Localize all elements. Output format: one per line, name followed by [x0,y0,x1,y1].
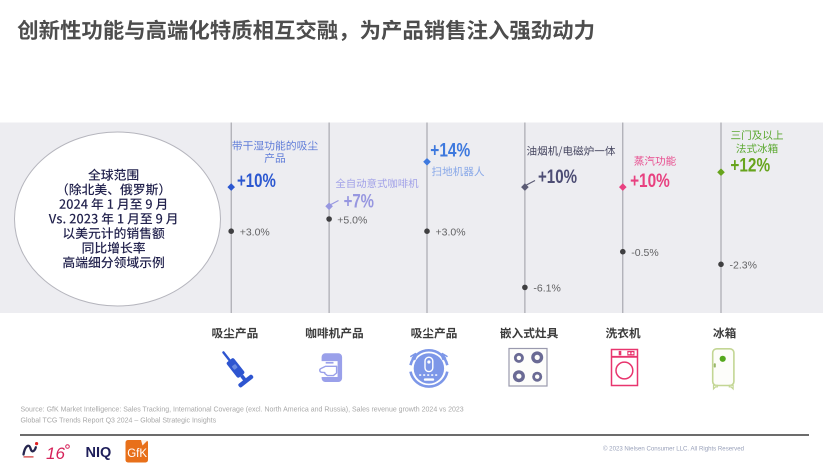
svg-text:GfK: GfK [127,448,147,460]
svg-text:16: 16 [46,444,65,463]
svg-text:-0.5%: -0.5% [631,247,658,259]
svg-text:+7%: +7% [344,192,374,213]
svg-text:+3.0%: +3.0% [436,227,466,239]
svg-text:-2.3%: -2.3% [730,260,757,272]
svg-text:© 2023 Nielsen Consumer LLC. A: © 2023 Nielsen Consumer LLC. All Rights … [603,446,744,453]
svg-text:+5.0%: +5.0% [337,214,367,226]
svg-text:+10%: +10% [630,171,670,192]
svg-text:-6.1%: -6.1% [533,283,560,295]
svg-text:NIQ: NIQ [86,445,112,461]
svg-text:+10%: +10% [538,167,577,188]
svg-text:+12%: +12% [730,156,770,177]
svg-text:Global TCG Trends Report Q3 20: Global TCG Trends Report Q3 2024 – Globa… [21,418,217,425]
svg-text:+3.0%: +3.0% [240,227,270,239]
svg-text:+10%: +10% [237,171,276,192]
svg-text:+14%: +14% [430,141,470,162]
svg-text:Source: GfK Market Intelligenc: Source: GfK Market Intelligence: Sales T… [21,406,464,413]
